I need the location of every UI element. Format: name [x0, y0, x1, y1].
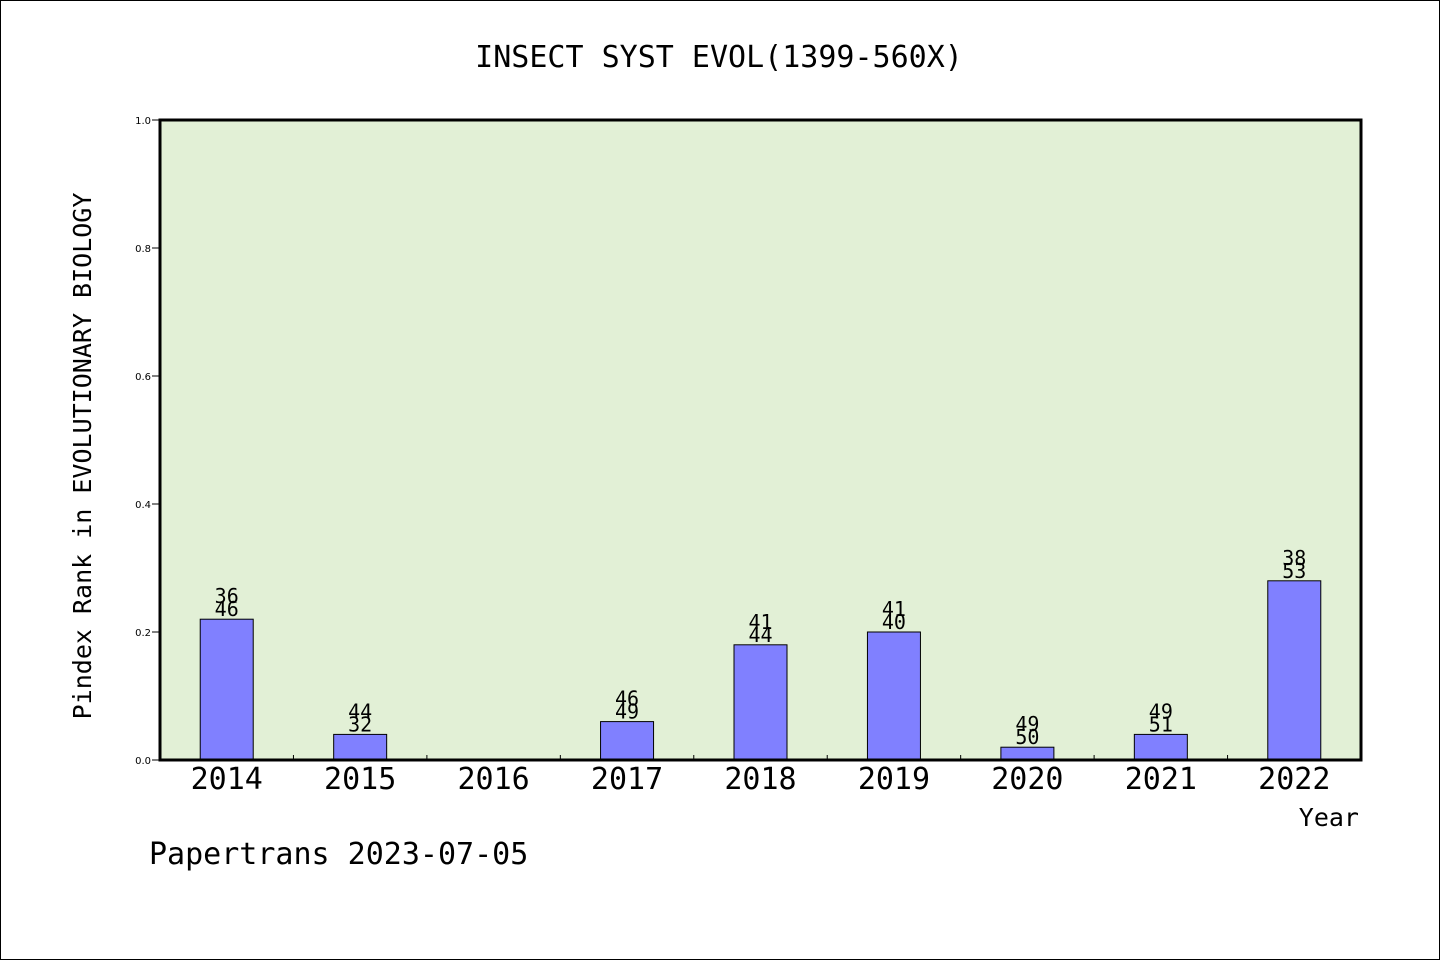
bar-label-top: 36 [215, 584, 239, 608]
x-tick-label: 2020 [991, 762, 1063, 797]
bar-label-bottom: 40 [882, 610, 906, 634]
bar-label-top: 41 [882, 597, 906, 621]
plot-frame [158, 118, 1363, 762]
bar-label-top: 49 [1149, 699, 1173, 723]
bar-label-top: 49 [1015, 712, 1039, 736]
bar-label-bottom: 50 [1015, 725, 1039, 749]
bar-label-bottom: 49 [615, 700, 639, 724]
bar [866, 631, 921, 761]
bar [1133, 733, 1188, 761]
bar-label-top: 46 [615, 687, 639, 711]
y-tick-label: 1.0 [135, 116, 151, 127]
bar-label-top: 44 [348, 699, 372, 723]
y-axis-ticks: 0.0 0.2 0.4 0.6 0.8 1.0 [135, 116, 160, 767]
y-tick-label: 0.2 [135, 628, 151, 639]
y-tick-label: 0.4 [135, 500, 151, 511]
y-axis-label: Pindex Rank in EVOLUTIONARY BIOLOGY [68, 193, 97, 720]
bar-label-bottom: 51 [1149, 712, 1173, 736]
bar-label-bottom: 44 [748, 623, 772, 647]
x-axis-label: Year [1299, 803, 1359, 832]
x-tick-label: 2014 [191, 762, 263, 797]
x-tick-label: 2021 [1125, 762, 1197, 797]
x-tick-label: 2017 [591, 762, 663, 797]
bar-label-bottom: 46 [215, 597, 239, 621]
bar-label-bottom: 32 [348, 712, 372, 736]
bar [600, 721, 655, 761]
x-tick-label: 2015 [324, 762, 396, 797]
bars-group [199, 580, 1322, 761]
bar [1267, 580, 1322, 761]
footer-credit: Papertrans 2023-07-05 [149, 837, 528, 872]
bar [199, 618, 254, 761]
chart-title: INSECT SYST EVOL(1399-560X) [475, 40, 963, 75]
bar [733, 644, 788, 761]
x-tick-label: 2019 [858, 762, 930, 797]
x-tick-label: 2022 [1258, 762, 1330, 797]
bar [333, 733, 388, 761]
y-tick-label: 0.0 [135, 756, 151, 767]
bar-label-top: 38 [1282, 546, 1306, 570]
x-tick-label: 2018 [724, 762, 796, 797]
x-axis-ticks: 2014 2015 2016 2017 2018 2019 2020 2021 2022 [191, 755, 1330, 797]
bar-label-bottom: 53 [1282, 559, 1306, 583]
y-tick-label: 0.6 [135, 372, 151, 383]
bar-label-top: 41 [748, 610, 772, 634]
y-tick-label: 0.8 [135, 244, 151, 255]
x-tick-label: 2016 [457, 762, 529, 797]
